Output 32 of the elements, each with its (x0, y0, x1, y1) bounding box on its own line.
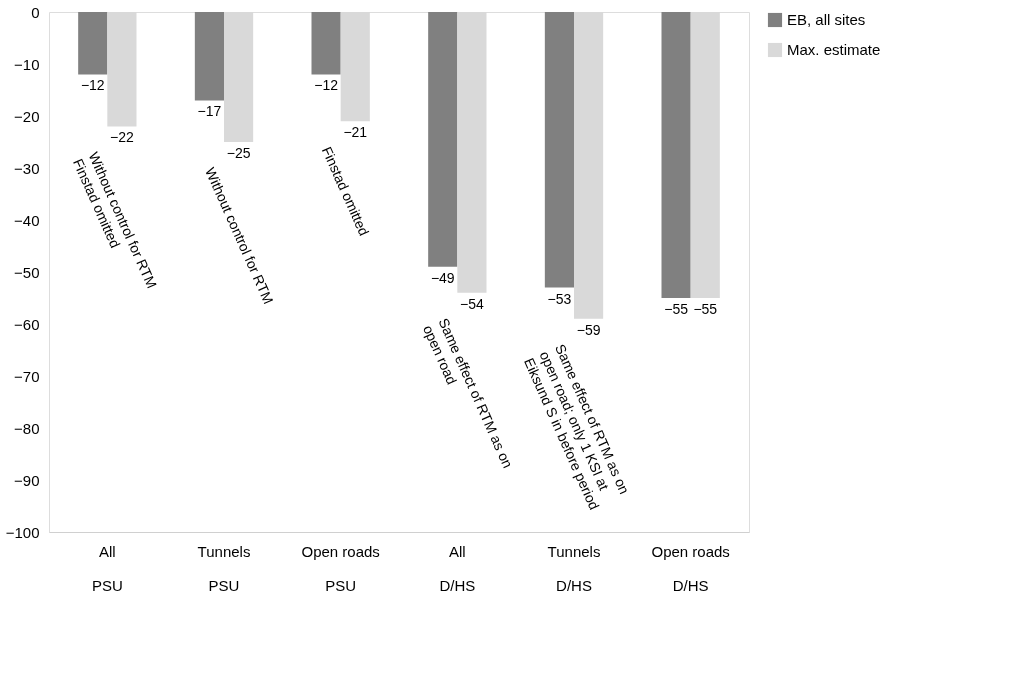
y-tick-label: −30 (14, 159, 40, 177)
x-tick-label: Open roads PSU (301, 542, 380, 594)
legend-label: Max. estimate (787, 41, 881, 58)
y-tick-label: −80 (14, 419, 40, 437)
x-tick-label: Tunnels D/HS (547, 542, 601, 594)
data-label: −53 (547, 290, 572, 307)
y-tick-label: −20 (14, 107, 40, 125)
data-label: −25 (226, 145, 251, 161)
x-tick-label: Tunnels PSU (197, 542, 251, 594)
data-label: −59 (576, 321, 601, 338)
x-tick-label: Open roads D/HS (651, 542, 730, 594)
y-tick-label: −10 (14, 55, 40, 73)
data-label: −12 (80, 77, 105, 94)
data-label: −21 (343, 124, 368, 141)
y-tick-label: −90 (14, 471, 40, 489)
legend-label: EB, all sites (787, 11, 866, 28)
y-tick-label: −50 (14, 263, 40, 281)
y-tick-label: 0 (31, 3, 40, 21)
x-tick-label: All D/HS (439, 542, 476, 594)
x-tick-label: All PSU (91, 542, 123, 594)
data-label: −55 (664, 301, 689, 317)
data-label: −49 (430, 269, 455, 286)
y-tick-label: −70 (14, 367, 40, 385)
y-tick-label: −100 (5, 523, 40, 541)
data-label: −12 (314, 77, 339, 94)
y-tick-label: −60 (14, 315, 40, 333)
y-tick-label: −40 (14, 211, 40, 229)
data-label: −54 (460, 295, 484, 312)
data-label: −22 (110, 129, 134, 146)
data-label: −55 (693, 301, 718, 317)
data-label: −17 (197, 103, 222, 120)
annotation: Same effect of RTM as on open road (419, 315, 516, 471)
